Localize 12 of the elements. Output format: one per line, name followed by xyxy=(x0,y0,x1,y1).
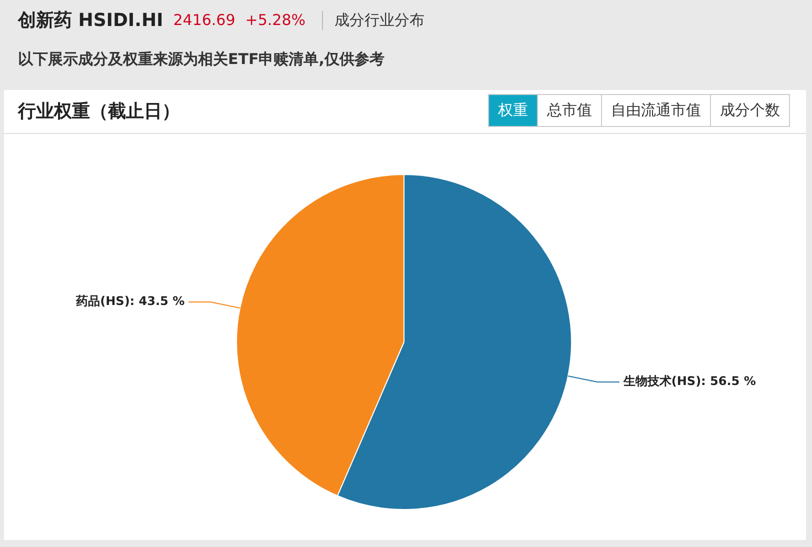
text: 成分个数 xyxy=(710,95,789,126)
text: 行业权重（截止日） xyxy=(18,100,180,123)
chart-subtitle: 以下展示成分及权重来源为相关ETF申赎清单,仅供参考 xyxy=(18,50,384,69)
text: 成分行业分布 xyxy=(322,10,424,30)
text: 2416.69 xyxy=(173,11,236,29)
text: 权重 xyxy=(489,95,537,126)
text: +5.28% xyxy=(245,11,306,29)
slice-label: 药品(HS): 43.5 % xyxy=(75,294,185,308)
chart-title: 创新药 HSIDI.HI xyxy=(18,9,164,32)
slice-label: 生物技术(HS): 56.5 % xyxy=(622,374,756,388)
text: 总市值 xyxy=(537,95,601,126)
text: 自由流通市值 xyxy=(601,95,710,126)
